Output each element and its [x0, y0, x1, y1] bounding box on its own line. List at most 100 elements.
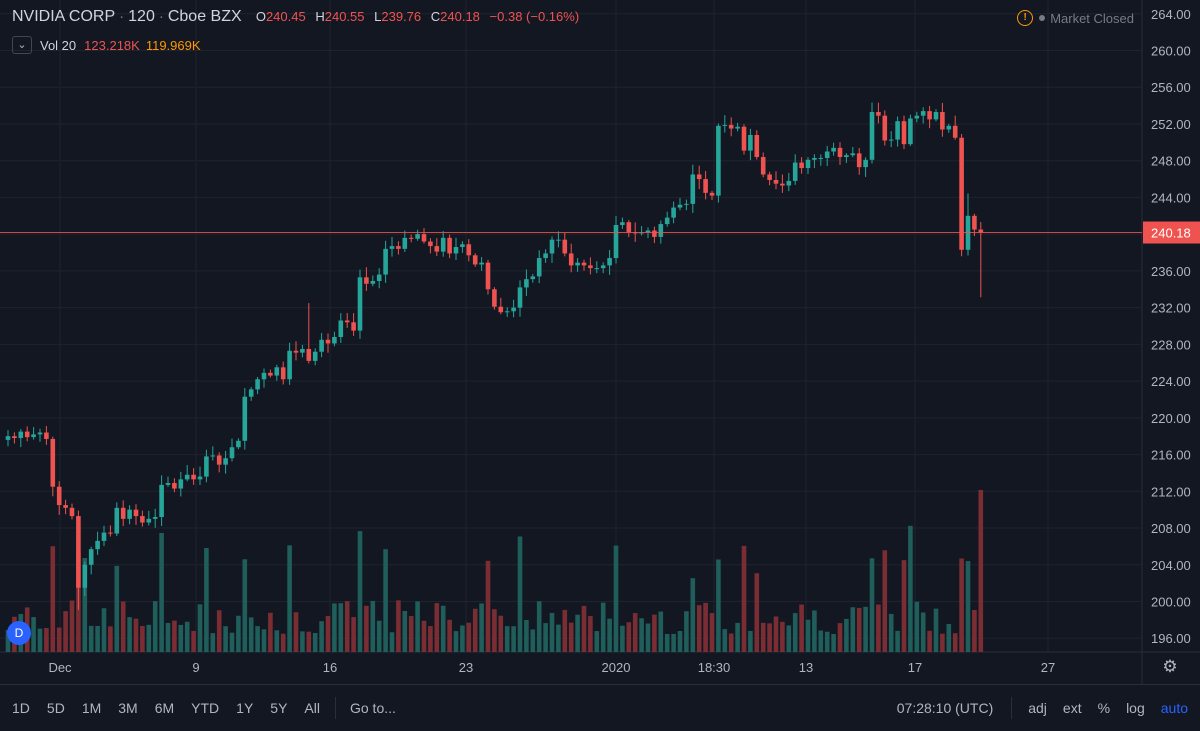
volume-bar — [415, 601, 420, 652]
candle — [408, 234, 414, 243]
volume-bar — [607, 618, 612, 652]
candle — [479, 257, 484, 271]
candle — [741, 124, 747, 155]
time-axis[interactable]: Dec 9 16 23 2020 18:30 13 17 27 — [48, 660, 1055, 675]
range-5y-button[interactable]: 5Y — [270, 700, 288, 716]
data-badge[interactable]: D — [7, 621, 31, 645]
candle — [933, 109, 939, 122]
candle — [492, 287, 497, 310]
gear-icon[interactable]: ⚙ — [1162, 657, 1178, 676]
volume-bar — [306, 631, 312, 652]
volume-bar — [664, 633, 670, 652]
log-toggle[interactable]: log — [1126, 700, 1145, 716]
candlesticks — [5, 102, 984, 610]
volume-bar — [178, 624, 184, 652]
warning-icon[interactable]: ! — [1017, 10, 1034, 26]
candle — [197, 466, 203, 485]
adj-toggle[interactable]: adj — [1028, 700, 1047, 716]
candle — [748, 128, 753, 161]
volume-bar — [703, 602, 708, 652]
candle — [946, 123, 952, 133]
candle — [735, 122, 740, 132]
volume-bar — [344, 601, 350, 652]
volume-bar — [338, 603, 344, 652]
range-5d-button[interactable]: 5D — [46, 700, 65, 716]
volume-bar — [863, 606, 868, 652]
bottom-toolbar: 1D 5D 1M 3M 6M YTD 1Y 5Y All Go to... 07… — [0, 684, 1200, 731]
price-tick-label: 208.00 — [1151, 521, 1191, 536]
volume-bar — [370, 600, 376, 652]
volume-bar — [261, 629, 267, 652]
candle — [370, 275, 376, 287]
candle — [575, 258, 580, 272]
candle — [18, 429, 24, 448]
candle — [120, 500, 126, 527]
volume-bar — [959, 558, 964, 652]
candle — [824, 145, 830, 167]
volume-bar — [293, 612, 299, 652]
volume-bar — [741, 545, 747, 652]
volume-bar — [204, 548, 209, 652]
volume-bar — [472, 608, 478, 652]
candle — [837, 142, 843, 165]
volume-bar — [172, 620, 177, 652]
volume-bar — [799, 604, 804, 652]
price-tick-label: 236.00 — [1151, 264, 1191, 279]
volume-bar — [453, 631, 459, 652]
candle — [786, 172, 792, 192]
candle — [485, 259, 491, 295]
volume-bar — [268, 612, 273, 652]
price-axis[interactable]: 264.00 260.00 256.00 252.00 248.00 244.00 240.… — [1151, 7, 1191, 646]
candle — [952, 115, 958, 140]
chevron-down-icon[interactable]: ⌄ — [12, 36, 32, 54]
candle — [716, 123, 721, 203]
volume-bar — [837, 623, 843, 652]
volume-bar — [127, 617, 132, 652]
candle — [600, 262, 606, 274]
candle — [568, 243, 574, 273]
volume-bar — [319, 621, 324, 652]
candle — [261, 368, 267, 388]
range-3m-button[interactable]: 3M — [118, 700, 138, 716]
candle — [920, 107, 926, 124]
volume-bar — [312, 632, 318, 652]
ext-toggle[interactable]: ext — [1062, 700, 1082, 716]
range-6m-button[interactable]: 6M — [154, 700, 175, 716]
volume-label[interactable]: Vol 20 — [40, 37, 77, 53]
candle — [300, 344, 305, 358]
open-value: 240.45 — [265, 9, 306, 24]
candle — [402, 230, 408, 252]
volume-bar — [812, 610, 817, 652]
volume-bar — [728, 633, 734, 652]
volume-bar — [242, 559, 248, 652]
goto-button[interactable]: Go to... — [349, 700, 396, 716]
volume-bar — [197, 604, 203, 652]
volume-bar — [556, 624, 561, 652]
volume-bar — [658, 611, 664, 652]
range-ytd-button[interactable]: YTD — [191, 700, 220, 716]
candle — [453, 237, 459, 260]
range-1d-button[interactable]: 1D — [12, 700, 30, 716]
volume-bar — [280, 633, 286, 652]
range-1m-button[interactable]: 1M — [81, 700, 102, 716]
range-all-button[interactable]: All — [304, 700, 320, 716]
volume-bar — [965, 561, 971, 652]
volume-bar — [114, 565, 120, 652]
percent-toggle[interactable]: % — [1097, 700, 1111, 716]
candle — [908, 114, 913, 147]
candle — [184, 465, 190, 482]
volume-bar — [466, 622, 472, 652]
volume-bar — [69, 600, 75, 652]
price-tick-label: 260.00 — [1151, 44, 1191, 59]
candle — [236, 438, 241, 450]
candle — [581, 259, 587, 271]
clock-time[interactable]: 07:28:10 (UTC) — [896, 700, 994, 716]
symbol-name[interactable]: NVIDIA CORP — [12, 8, 116, 25]
volume-bar — [287, 545, 292, 652]
auto-toggle[interactable]: auto — [1160, 700, 1188, 716]
volume-bar — [82, 558, 88, 652]
range-1y-button[interactable]: 1Y — [236, 700, 254, 716]
candle — [56, 481, 62, 515]
interval-label[interactable]: 120 — [128, 8, 155, 25]
